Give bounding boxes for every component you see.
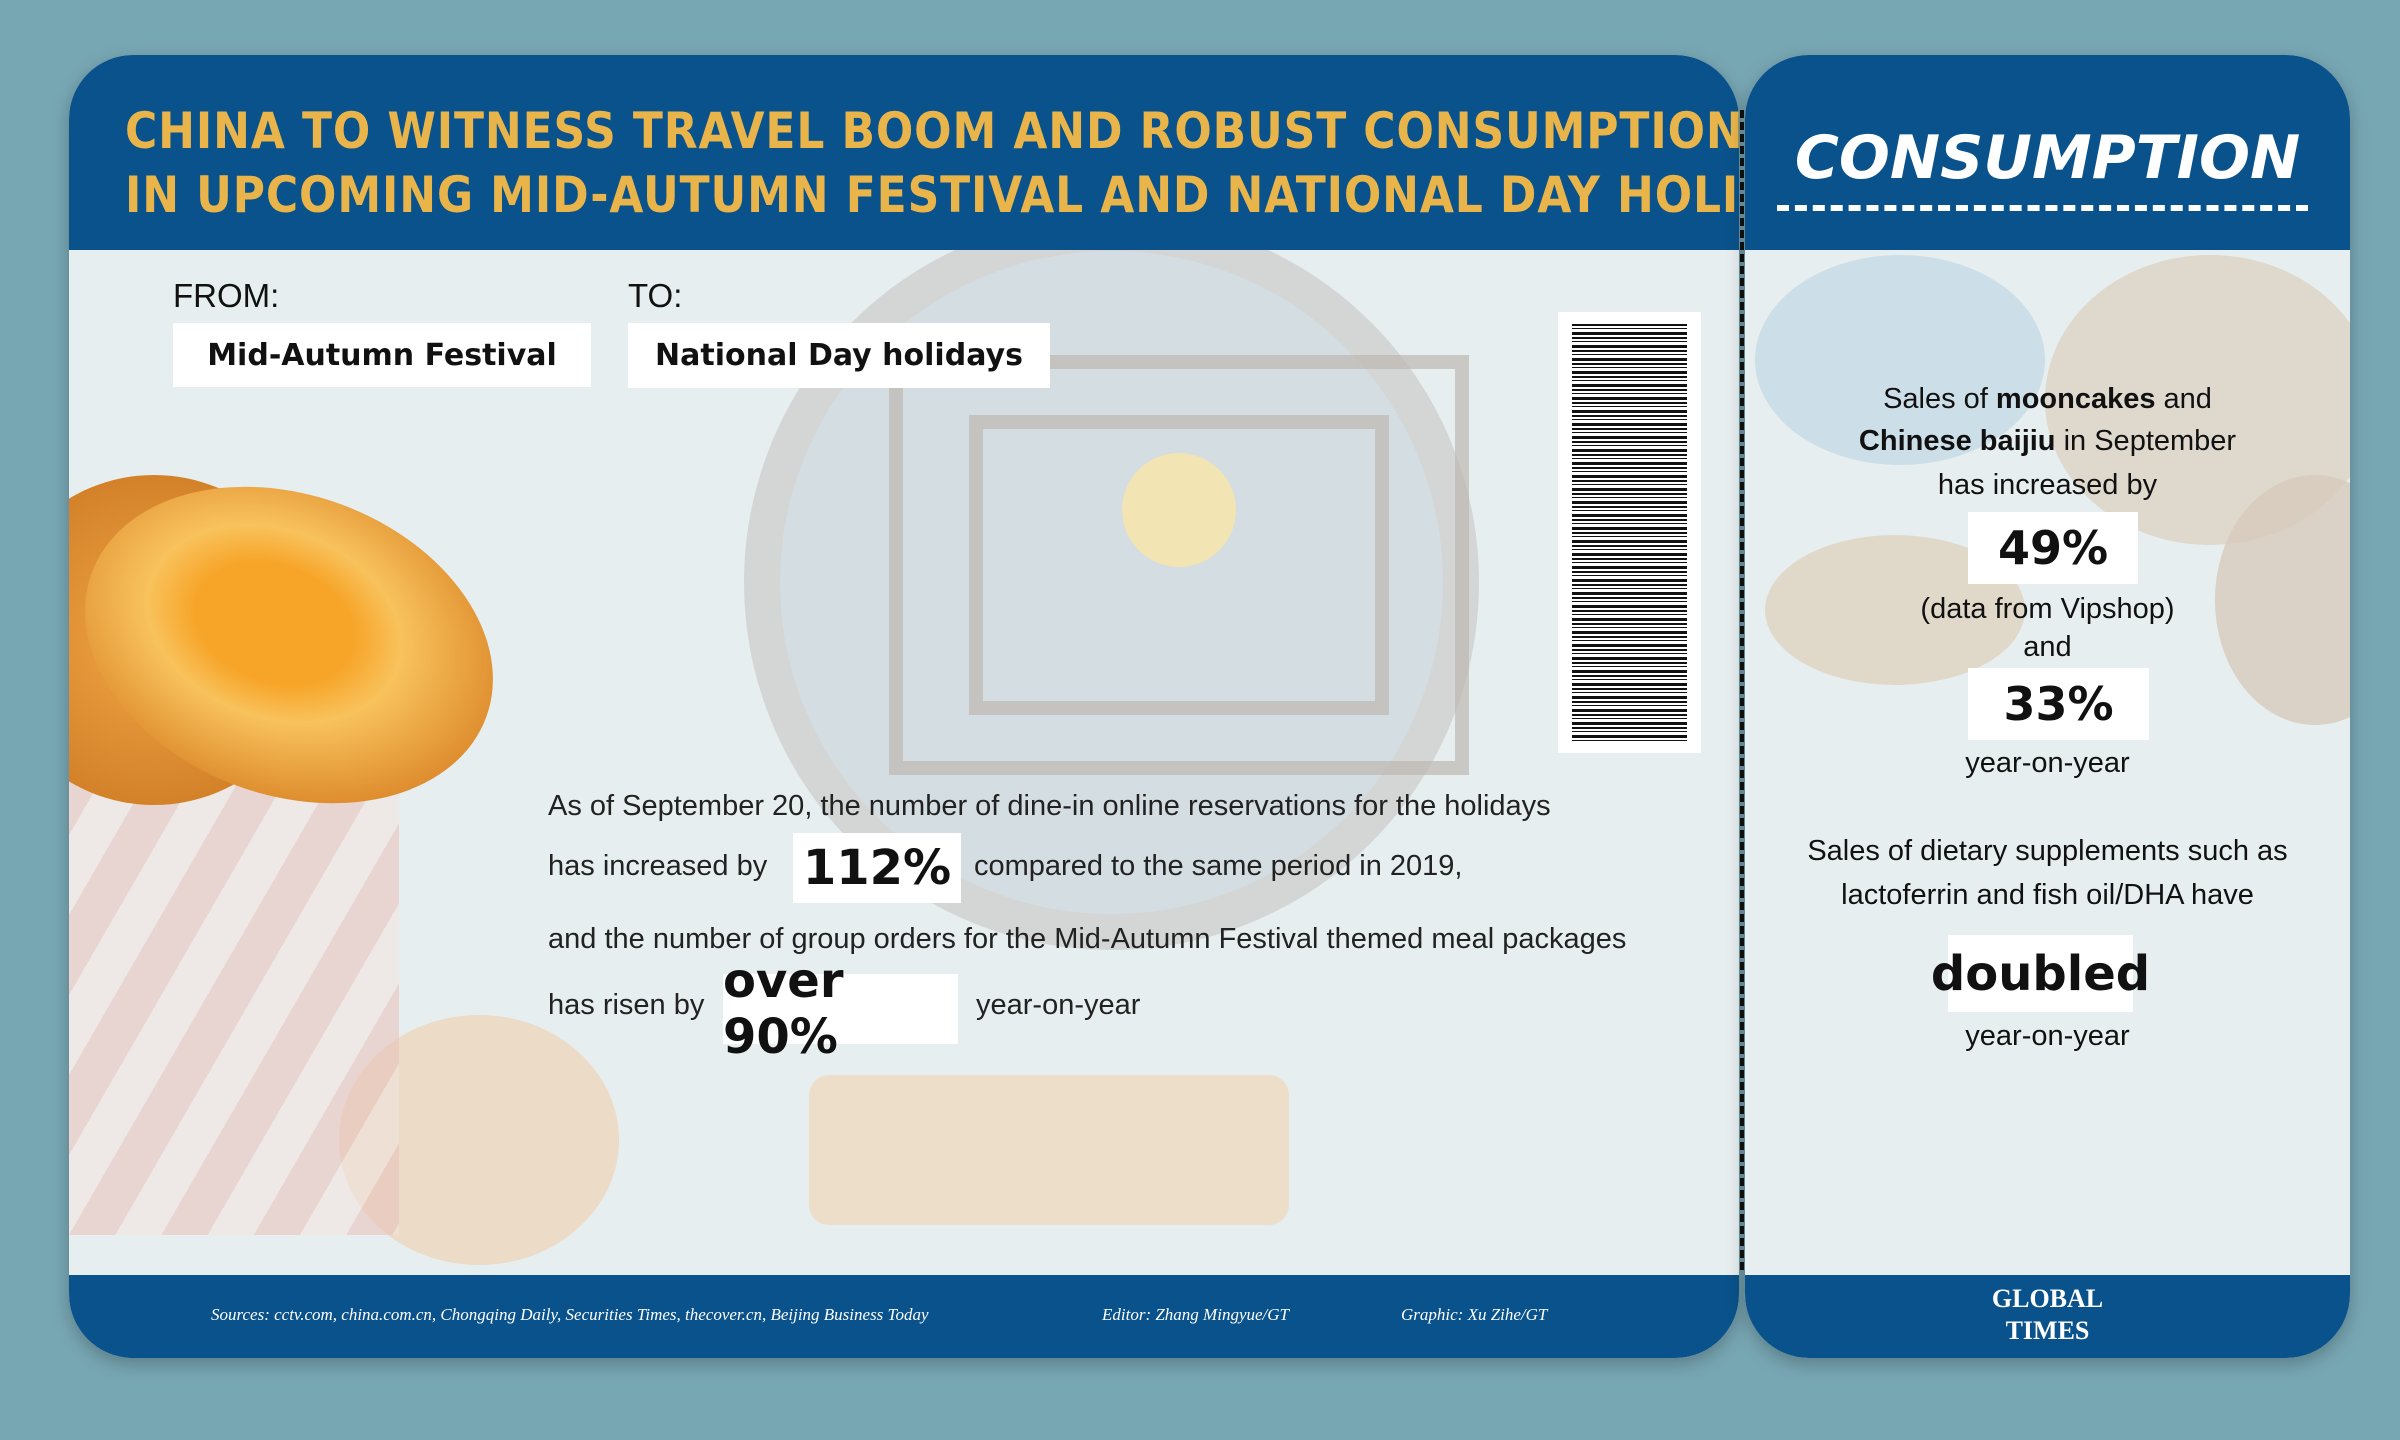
stat-49-percent: 49% (1968, 512, 2138, 584)
logo-line-1: GLOBAL (1991, 1284, 2104, 1313)
body-line-2a: has increased by (548, 850, 768, 882)
consumption-text-5: and (2023, 631, 2072, 663)
t1-a: Sales of (1883, 383, 1996, 415)
body-line-4a: has risen by (548, 989, 705, 1021)
header-band: CHINA TO WITNESS TRAVEL BOOM AND ROBUST … (69, 55, 1739, 250)
perforation-divider (1740, 110, 1744, 1270)
t2-a: Chinese baijiu (1858, 425, 2056, 457)
sources-credit: Sources: cctv.com, china.com.cn, Chongqi… (211, 1305, 929, 1324)
page-title: CHINA TO WITNESS TRAVEL BOOM AND ROBUST … (125, 99, 1739, 227)
body-line-4b: year-on-year (976, 989, 1141, 1021)
consumption-text-7: Sales of dietary supplements such as (1807, 835, 2288, 867)
stat-112-percent: 112% (793, 833, 961, 903)
main-ticket: CHINA TO WITNESS TRAVEL BOOM AND ROBUST … (69, 55, 1739, 1358)
editor-credit: Editor: Zhang Mingyue/GT (1102, 1305, 1289, 1324)
graphic-credit: Graphic: Xu Zihe/GT (1401, 1305, 1548, 1324)
stat-33-percent: 33% (1968, 668, 2149, 740)
bowl-illustration (1755, 255, 2045, 465)
to-label: TO: (628, 277, 683, 314)
moon (1122, 453, 1236, 567)
consumption-text-1: Sales of mooncakes and (1745, 381, 2350, 417)
consumption-text-9: year-on-year (1965, 1020, 2130, 1052)
title-underline (1777, 205, 2308, 211)
stat-over-90-percent: over 90% (723, 953, 958, 1065)
from-label: FROM: (173, 277, 280, 314)
t2-b: in September (2055, 425, 2237, 457)
barcode (1558, 312, 1701, 753)
body-line-1: As of September 20, the number of dine-i… (548, 790, 1551, 822)
consumption-text-8: lactoferrin and fish oil/DHA have (1841, 879, 2254, 911)
stat-doubled: doubled (1931, 935, 2150, 1012)
title-line-2: IN UPCOMING MID-AUTUMN FESTIVAL AND NATI… (125, 166, 1739, 224)
logo-line-2: TIMES (2005, 1316, 2090, 1345)
consumption-text-4: (data from Vipshop) (1920, 593, 2175, 625)
consumption-ticket: CONSUMPTION Sales of mooncakes and Chine… (1745, 55, 2350, 1358)
from-value: Mid-Autumn Festival (173, 323, 591, 387)
consumption-text-6: year-on-year (1965, 747, 2130, 779)
striped-box-illustration (69, 755, 399, 1235)
consumption-text-3: has increased by (1937, 469, 2158, 501)
footer-band (69, 1275, 1739, 1358)
t1-c: and (2155, 383, 2212, 415)
consumption-title: CONSUMPTION (1794, 123, 2301, 193)
to-value: National Day holidays (628, 323, 1050, 388)
consumption-footer: GLOBAL TIMES (1745, 1275, 2350, 1358)
mooncake-plate-illustration (809, 1075, 1289, 1225)
title-line-1: CHINA TO WITNESS TRAVEL BOOM AND ROBUST … (125, 102, 1739, 160)
consumption-text-2: Chinese baijiu in September (1745, 423, 2350, 459)
consumption-header: CONSUMPTION (1745, 55, 2350, 250)
body-line-3: and the number of group orders for the M… (548, 923, 1627, 955)
window-lattice-inner (969, 415, 1389, 715)
body-line-2b: compared to the same period in 2019, (974, 850, 1463, 882)
global-times-logo: GLOBAL TIMES (1745, 1283, 2350, 1347)
t1-b: mooncakes (1995, 383, 2156, 415)
